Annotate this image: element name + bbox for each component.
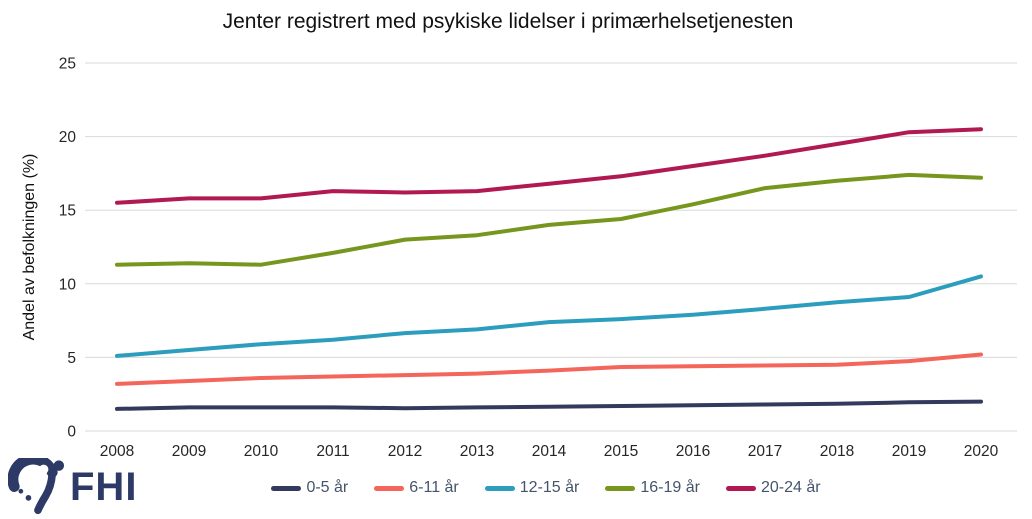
legend-label: 20-24 år <box>760 479 821 496</box>
x-tick-label: 2009 <box>172 443 206 460</box>
legend-label: 12-15 år <box>519 479 580 496</box>
line-chart-canvas: 0 5 10 15 20 25 2008 2009 2010 2011 2012 2013 2014 20… <box>59 56 1017 460</box>
legend-item: 12-15 år <box>484 479 580 497</box>
legend-item: 6-11 år <box>374 479 459 497</box>
legend-item: 16-19 år <box>605 479 700 497</box>
legend: 0-5 år 6-11 år 12-15 år 16-19 år 20-24 år <box>0 479 1032 497</box>
fhi-logo: FHI <box>8 458 137 515</box>
x-tick-label: 2008 <box>100 443 134 460</box>
x-tick-label: 2010 <box>244 443 279 460</box>
series-line-16-19år <box>115 172 983 267</box>
legend-item: 20-24 år <box>725 479 821 497</box>
series-line-6-11år <box>115 352 983 386</box>
y-tick-label: 10 <box>59 276 77 293</box>
y-tick-label: 0 <box>67 424 76 441</box>
x-tick-label: 2013 <box>460 443 494 460</box>
y-tick-label: 20 <box>59 129 77 146</box>
y-tick-label: 15 <box>59 203 76 220</box>
legend-swatch <box>484 485 515 491</box>
x-tick-label: 2014 <box>532 443 567 460</box>
y-tick-label: 25 <box>59 56 76 73</box>
legend-label: 6-11 år <box>409 479 459 496</box>
legend-swatch <box>271 485 302 491</box>
x-tick-label: 2018 <box>820 443 854 460</box>
series-line-12-15år <box>115 274 983 358</box>
x-tick-label: 2017 <box>748 443 782 460</box>
legend-item: 0-5 år <box>271 479 348 497</box>
x-tick-label: 2020 <box>964 443 999 460</box>
legend-label: 16-19 år <box>640 479 700 496</box>
legend-swatch <box>374 485 405 491</box>
y-tick-label: 5 <box>67 350 76 367</box>
legend-swatch <box>725 485 756 491</box>
fhi-logo-icon <box>8 458 65 515</box>
legend-swatch <box>605 485 636 491</box>
series-line-20-24år <box>115 127 983 205</box>
chart-title: Jenter registrert med psykiske lidelser … <box>222 10 794 33</box>
series-line-0-5år <box>115 399 983 411</box>
x-tick-label: 2012 <box>388 443 422 460</box>
x-tick-label: 2011 <box>316 443 349 460</box>
x-tick-label: 2016 <box>676 443 710 460</box>
x-tick-label: 2015 <box>604 443 638 460</box>
x-tick-label: 2019 <box>892 443 926 460</box>
legend-label: 0-5 år <box>306 479 349 496</box>
fhi-logo-text: FHI <box>70 464 138 509</box>
